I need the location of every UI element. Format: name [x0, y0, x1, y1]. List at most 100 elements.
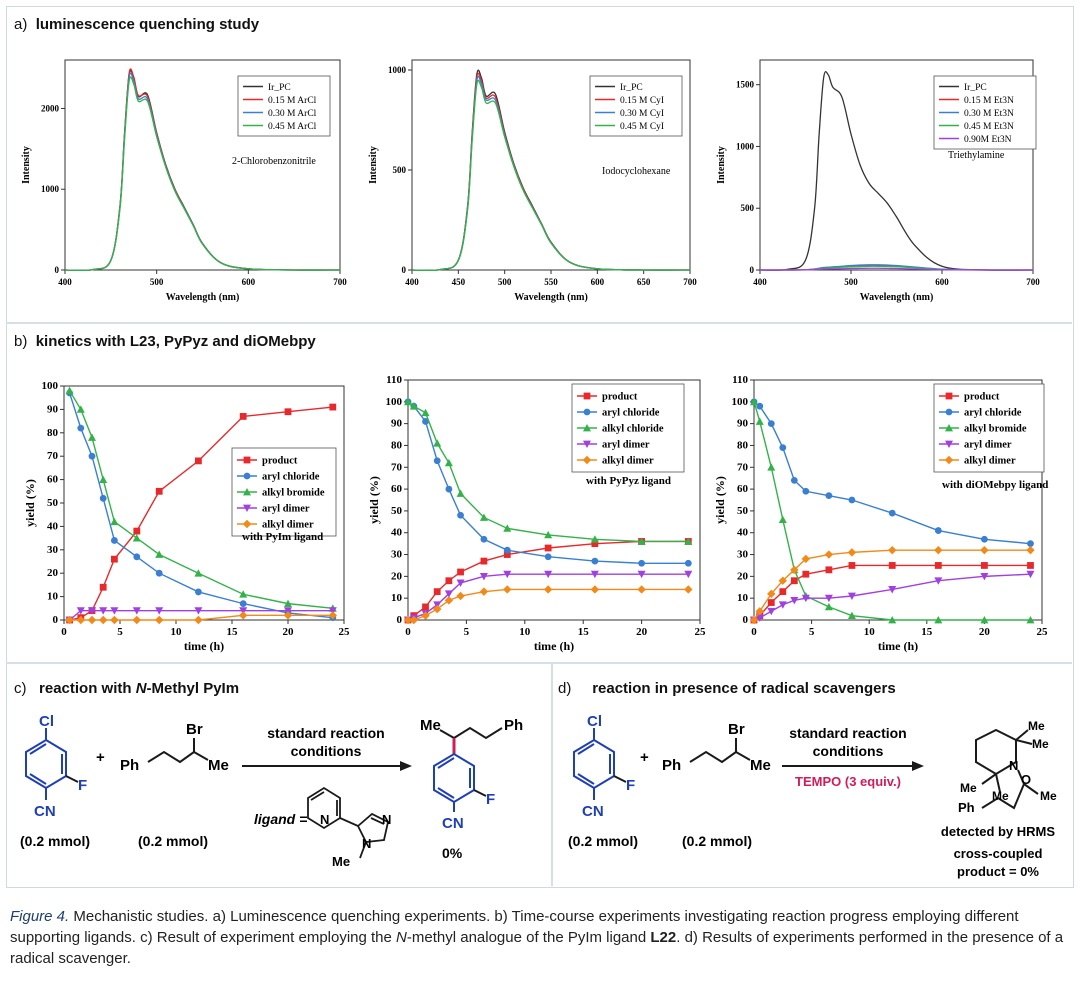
x-tick-label: 500	[150, 277, 164, 287]
legend-marker	[243, 504, 251, 512]
data-point	[155, 550, 164, 558]
product-f: F	[486, 791, 495, 808]
data-point	[155, 615, 164, 625]
y-tick-label: 70	[391, 461, 403, 473]
chart-kin2: 0 5 10 15 20 25 0 10 20 30 40 50 60 70 80 90 100 110 time …	[367, 374, 706, 653]
product-cn: CN	[442, 815, 464, 832]
data-point	[284, 607, 292, 615]
legend-label: 0.90M Et3N	[964, 135, 1012, 145]
legend-label: product	[602, 392, 638, 403]
data-point	[444, 590, 453, 598]
tempo-me2: Me	[1032, 737, 1049, 751]
data-point	[329, 403, 337, 411]
data-point	[934, 527, 942, 534]
tempo-me5: Me	[1040, 789, 1057, 803]
y-tick-label: 60	[47, 474, 59, 486]
plus-sign: +	[96, 749, 105, 766]
data-point	[239, 611, 248, 620]
legend-label: 0.45 M ArCl	[268, 122, 317, 132]
scheme-d: Cl F CN (0.2 mmol) + Ph Br Me (0.2 mmol)…	[568, 713, 1057, 879]
x-tick-label: 20	[979, 626, 991, 638]
d-aryl-chloride-ring	[573, 728, 615, 800]
legend-marker	[945, 392, 953, 400]
x-axis-label: Wavelength (nm)	[166, 292, 240, 303]
legend-marker	[945, 440, 953, 448]
data-point	[284, 408, 292, 416]
data-point	[824, 550, 834, 559]
y-tick-label: 80	[47, 427, 59, 439]
x-tick-label: 400	[753, 277, 767, 287]
data-point	[1026, 545, 1035, 555]
x-tick-label: 15	[921, 626, 933, 638]
series-0-90m-et3n	[759, 267, 1034, 271]
data-point	[847, 611, 856, 620]
legend-marker	[945, 408, 953, 416]
plot-frame	[407, 379, 701, 621]
data-point	[888, 545, 897, 555]
ligand-methyl: Me	[332, 854, 350, 869]
data-point	[848, 562, 856, 569]
data-point	[755, 614, 764, 622]
data-point	[409, 615, 419, 625]
data-point	[684, 537, 693, 545]
x-tick-label: 10	[864, 626, 876, 638]
data-point	[544, 544, 552, 552]
data-point	[503, 585, 512, 594]
data-point	[778, 515, 787, 524]
data-point	[195, 588, 202, 596]
chart-lum2: 400 450 500 550 600 650 700 0 500 1000 Wavelength …	[368, 59, 697, 303]
data-point	[110, 615, 119, 625]
series-0-45-m-cyi	[411, 79, 691, 272]
data-point	[457, 568, 464, 576]
legend-marker	[243, 488, 251, 496]
y-tick-label: 20	[47, 567, 59, 579]
legend-label: product	[964, 392, 1000, 403]
data-point	[801, 594, 810, 603]
series-line	[407, 401, 689, 543]
y-tick-label: 30	[391, 549, 403, 561]
x-tick-label: 0	[751, 626, 757, 638]
data-point	[88, 607, 96, 615]
atom-f: F	[78, 777, 87, 794]
data-point	[456, 591, 465, 601]
data-point	[88, 433, 96, 441]
reaction-arrowhead	[400, 761, 412, 771]
product-bond-f	[473, 789, 487, 797]
series-aryl-dimer	[65, 607, 337, 624]
data-point	[503, 570, 512, 579]
chart-kin1: 0 5 10 15 20 25 0 10 20 30 40 50 60 70 80 90 100 time (h)…	[23, 380, 351, 653]
caption-text: Mechanistic studies. a) Luminescence que…	[10, 908, 1019, 946]
data-point	[99, 607, 108, 615]
product-yield: 0%	[442, 845, 463, 861]
data-point	[239, 590, 248, 598]
y-tick-label: 0	[55, 265, 60, 275]
x-tick-label: 0	[405, 626, 411, 638]
plot-frame	[759, 59, 1034, 271]
chart-lum1: 400 500 600 700 0 1000 2000 Wavelength (nm) Inte…	[21, 59, 347, 303]
legend-label: alkyl dimer	[262, 520, 314, 531]
data-point	[980, 545, 989, 555]
series-alkyl-dimer	[65, 611, 337, 625]
data-point	[847, 592, 856, 600]
panel-c-title: c) reaction with N-Methyl PyIm	[14, 680, 240, 697]
d-alkyl-bromide-chain	[689, 738, 751, 764]
data-point	[543, 585, 553, 594]
data-point	[755, 417, 764, 425]
caption-bold: L22	[650, 929, 677, 946]
y-tick-label: 0	[743, 614, 749, 626]
legend-marker	[583, 424, 591, 432]
data-point	[99, 615, 108, 625]
atom-br: Br	[186, 721, 203, 738]
ligand-n3: N	[362, 836, 371, 851]
legend-label: aryl chloride	[602, 408, 660, 419]
x-tick-label: 25	[339, 626, 351, 638]
d-tempo-label: TEMPO (3 equiv.)	[795, 774, 901, 789]
atom-cn: CN	[34, 803, 56, 820]
y-tick-label: 1000	[736, 141, 755, 151]
data-point	[767, 607, 776, 616]
legend-label: Ir_PC	[620, 83, 643, 93]
d-atom-cl: Cl	[587, 713, 602, 730]
y-tick-label: 0	[750, 265, 755, 275]
data-point	[1026, 570, 1035, 579]
data-point	[77, 424, 85, 432]
